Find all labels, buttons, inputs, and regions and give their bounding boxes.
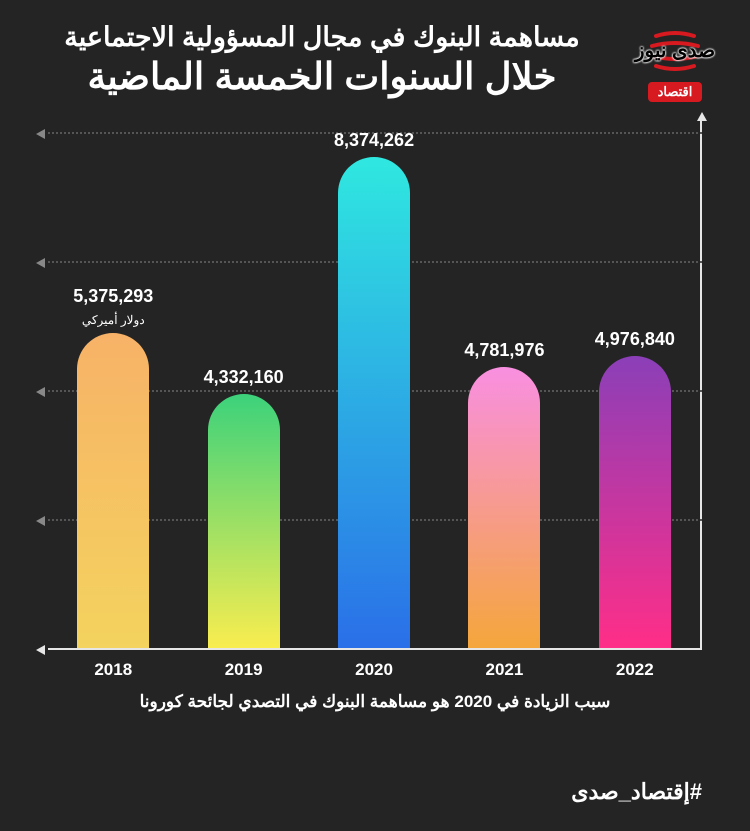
bar-column: 5,375,293 دولار أميركي (72, 286, 154, 648)
logo-tag: اقتصاد (648, 82, 703, 102)
chart-footnote: سبب الزيادة في 2020 هو مساهمة البنوك في … (0, 692, 750, 712)
hashtag: #إقتصاد_صدى (571, 779, 702, 805)
gridline-arrow-icon (36, 258, 45, 268)
bar (599, 356, 671, 648)
gridline-arrow-icon (36, 516, 45, 526)
bar-column: 4,781,976 (463, 340, 545, 648)
bar-value-label: 4,976,840 (595, 329, 675, 350)
bar-column: 4,976,840 (594, 329, 676, 648)
bar (77, 333, 149, 648)
bars-container: 5,375,293 دولار أميركي 4,332,160 8,374,262 4… (48, 120, 700, 648)
y-axis (700, 120, 702, 650)
title-block: مساهمة البنوك في مجال المسؤولية الاجتماع… (30, 22, 614, 98)
title-line-2: خلال السنوات الخمسة الماضية (30, 55, 614, 98)
bar-value-label: 8,374,262 (334, 130, 414, 151)
x-axis-arrow-icon (36, 645, 45, 655)
bar-value-label: 4,332,160 (204, 367, 284, 388)
bar (208, 394, 280, 648)
bar-column: 4,332,160 (203, 367, 285, 648)
bar-value-label: 4,781,976 (464, 340, 544, 361)
year-labels: 2018 2019 2020 2021 2022 (48, 660, 700, 680)
year-label: 2022 (594, 660, 676, 680)
gridline-arrow-icon (36, 387, 45, 397)
year-label: 2021 (463, 660, 545, 680)
gridline-arrow-icon (36, 129, 45, 139)
logo-mark: صدى نيوز (644, 22, 706, 84)
logo: صدى نيوز اقتصاد (630, 22, 720, 102)
bar (338, 157, 410, 648)
header: صدى نيوز اقتصاد مساهمة البنوك في مجال ال… (0, 0, 750, 102)
year-label: 2019 (203, 660, 285, 680)
bar (468, 367, 540, 648)
bar-sublabel: دولار أميركي (82, 313, 145, 327)
year-label: 2020 (333, 660, 415, 680)
bar-chart: 5,375,293 دولار أميركي 4,332,160 8,374,262 4… (40, 120, 702, 680)
bar-value-label: 5,375,293 (73, 286, 153, 307)
title-line-1: مساهمة البنوك في مجال المسؤولية الاجتماع… (30, 22, 614, 53)
x-axis (48, 648, 702, 650)
year-label: 2018 (72, 660, 154, 680)
bar-column: 8,374,262 (333, 130, 415, 648)
logo-text: صدى نيوز (630, 38, 720, 63)
